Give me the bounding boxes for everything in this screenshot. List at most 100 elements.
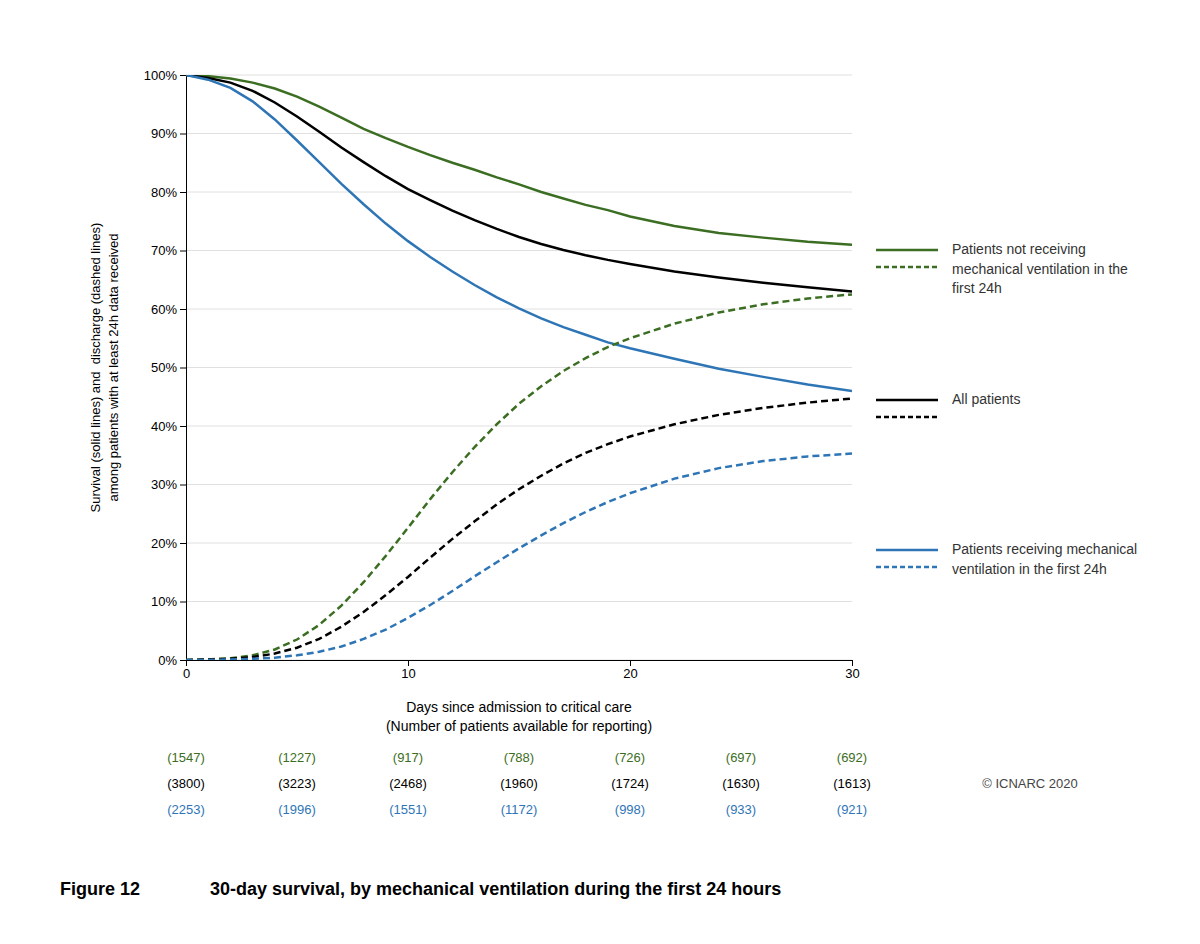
tick-label: 20 <box>623 666 637 681</box>
count-label: (1724) <box>611 776 649 791</box>
grid-line <box>186 250 852 251</box>
tick-label: 70% <box>151 243 177 258</box>
y-tick: 70% <box>151 243 186 258</box>
tick-label: 0 <box>183 666 190 681</box>
x-tick: 30 <box>845 660 859 681</box>
grid-line <box>186 75 852 76</box>
count-label: (1172) <box>501 802 538 817</box>
legend-swatch <box>876 416 938 419</box>
tick-mark <box>180 368 186 369</box>
count-label: (697) <box>726 750 756 765</box>
y-tick: 60% <box>151 302 186 317</box>
figure-number: Figure 12 <box>60 879 140 899</box>
legend-swatch <box>876 266 938 269</box>
y-tick: 20% <box>151 536 186 551</box>
count-label: (1996) <box>278 802 316 817</box>
series-line <box>186 399 852 660</box>
x-tick: 0 <box>183 660 190 681</box>
tick-label: 20% <box>151 536 177 551</box>
legend-swatch <box>876 549 938 552</box>
count-label: (921) <box>837 802 867 817</box>
legend-label: Patients receiving mechanicalventilation… <box>952 541 1137 577</box>
grid-line <box>186 426 852 427</box>
y-tick: 40% <box>151 419 186 434</box>
y-tick: 50% <box>151 360 186 375</box>
tick-label: 30% <box>151 477 177 492</box>
count-label: (917) <box>393 750 423 765</box>
count-label: (1547) <box>167 750 205 765</box>
grid-line <box>186 133 852 134</box>
count-label: (726) <box>615 750 645 765</box>
y-tick: 90% <box>151 126 186 141</box>
axis-line <box>187 661 853 667</box>
tick-label: 60% <box>151 302 177 317</box>
tick-mark <box>408 660 409 666</box>
y-axis-title: Survival (solid lines) and discharge (da… <box>88 223 121 513</box>
count-label: (692) <box>837 750 867 765</box>
y-axis: 0% 10% 20% 30% 40% 50% 60% 70% 80% 90% 100% <box>144 68 187 668</box>
tick-label: 50% <box>151 360 177 375</box>
x-axis: 0 10 20 30 <box>183 660 860 681</box>
tick-mark <box>180 192 186 193</box>
y-tick: 80% <box>151 185 186 200</box>
tick-mark <box>180 251 186 252</box>
copyright: © ICNARC 2020 <box>982 776 1078 791</box>
tick-mark <box>180 543 186 544</box>
y-tick: 30% <box>151 477 186 492</box>
count-label: (1630) <box>722 776 760 791</box>
legend-entry: Patients not receivingmechanical ventila… <box>876 241 1128 296</box>
count-label: (2253) <box>167 802 205 817</box>
tick-mark <box>180 309 186 310</box>
chart: 0 10 20 30 0% 10% 20% 30% 40% 50% 60% 70% 80% 90% 100%… <box>0 0 1200 944</box>
legend: Patients not receivingmechanical ventila… <box>876 241 1137 577</box>
tick-label: 80% <box>151 185 177 200</box>
series-line <box>186 75 852 391</box>
tick-label: 0% <box>158 653 177 668</box>
count-label: (788) <box>504 750 534 765</box>
plot-area: 0 10 20 30 0% 10% 20% 30% 40% 50% 60% 70% 80% 90% 100% <box>144 68 860 682</box>
title: 30-day survival, by mechanical ventilati… <box>210 879 781 899</box>
count-label: (998) <box>615 802 645 817</box>
legend-entry: All patients <box>876 391 1020 417</box>
series-line <box>186 75 852 291</box>
count-label: (1613) <box>833 776 871 791</box>
legend-label: All patients <box>952 391 1020 407</box>
x-axis-title: Days since admission to critical care(Nu… <box>386 699 652 734</box>
count-label: (3800) <box>167 776 205 791</box>
x-tick: 10 <box>401 660 415 681</box>
count-label: (3223) <box>278 776 316 791</box>
y-tick: 0% <box>158 653 186 668</box>
grid-line <box>186 601 852 602</box>
tick-mark <box>180 75 186 76</box>
axis-line <box>180 76 187 661</box>
tick-mark <box>852 660 853 666</box>
tick-label: 10 <box>401 666 415 681</box>
legend-swatch <box>876 566 938 569</box>
y-tick: 100% <box>144 68 186 83</box>
tick-mark <box>630 660 631 666</box>
tick-mark <box>180 134 186 135</box>
grid-line <box>186 367 852 368</box>
count-table: (1547) (1227) (917) (788) (726) (697) (692) (38… <box>167 750 871 817</box>
legend-swatch <box>876 249 938 252</box>
series-line <box>186 453 852 660</box>
tick-mark <box>180 660 186 661</box>
legend-entry: Patients receiving mechanicalventilation… <box>876 541 1137 577</box>
tick-label: 90% <box>151 126 177 141</box>
tick-label: 40% <box>151 419 177 434</box>
grid-line <box>186 484 852 485</box>
legend-swatch <box>876 399 938 402</box>
count-label: (2468) <box>389 776 427 791</box>
tick-label: 100% <box>144 68 178 83</box>
tick-label: 30 <box>845 666 859 681</box>
grid <box>186 75 852 660</box>
legend-label: Patients not receivingmechanical ventila… <box>952 241 1128 296</box>
grid-line <box>186 543 852 544</box>
x-tick: 20 <box>623 660 637 681</box>
grid-line <box>186 192 852 193</box>
series-line <box>186 75 852 245</box>
count-label: (1551) <box>389 802 427 817</box>
count-label: (1227) <box>278 750 316 765</box>
tick-label: 10% <box>151 594 177 609</box>
tick-mark <box>180 485 186 486</box>
